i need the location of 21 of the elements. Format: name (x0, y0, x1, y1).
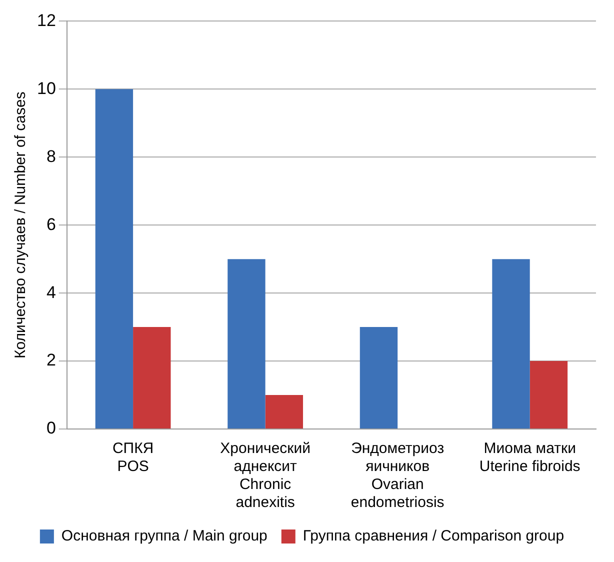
y-tick-label: 2 (46, 350, 56, 370)
y-tick-label: 0 (46, 418, 56, 438)
x-tick-label: Миома матки Uterine fibroids (479, 440, 580, 476)
bar (133, 327, 171, 428)
x-tick-label: Хронический аднексит Chronic adnexitis (220, 440, 310, 512)
bar (360, 327, 398, 428)
y-tick-label: 4 (46, 282, 56, 302)
y-tick-label: 6 (46, 214, 56, 234)
bar (95, 89, 134, 428)
legend-label: Основная группа / Main group (61, 528, 268, 545)
bar (228, 259, 266, 428)
bar (492, 259, 530, 428)
y-tick-label: 10 (36, 78, 56, 98)
bar (265, 395, 304, 428)
y-tick-label: 8 (46, 146, 56, 166)
bar (530, 361, 568, 428)
y-tick-label: 12 (36, 10, 56, 30)
y-axis-title: Количество случаев / Number of cases (12, 92, 30, 359)
legend-label: Группа сравнения / Comparison group (302, 528, 564, 545)
x-tick-label: Эндометриоз яичников Ovarian endometriosis (350, 440, 444, 512)
x-tick-label: СПКЯ POS (112, 440, 154, 476)
